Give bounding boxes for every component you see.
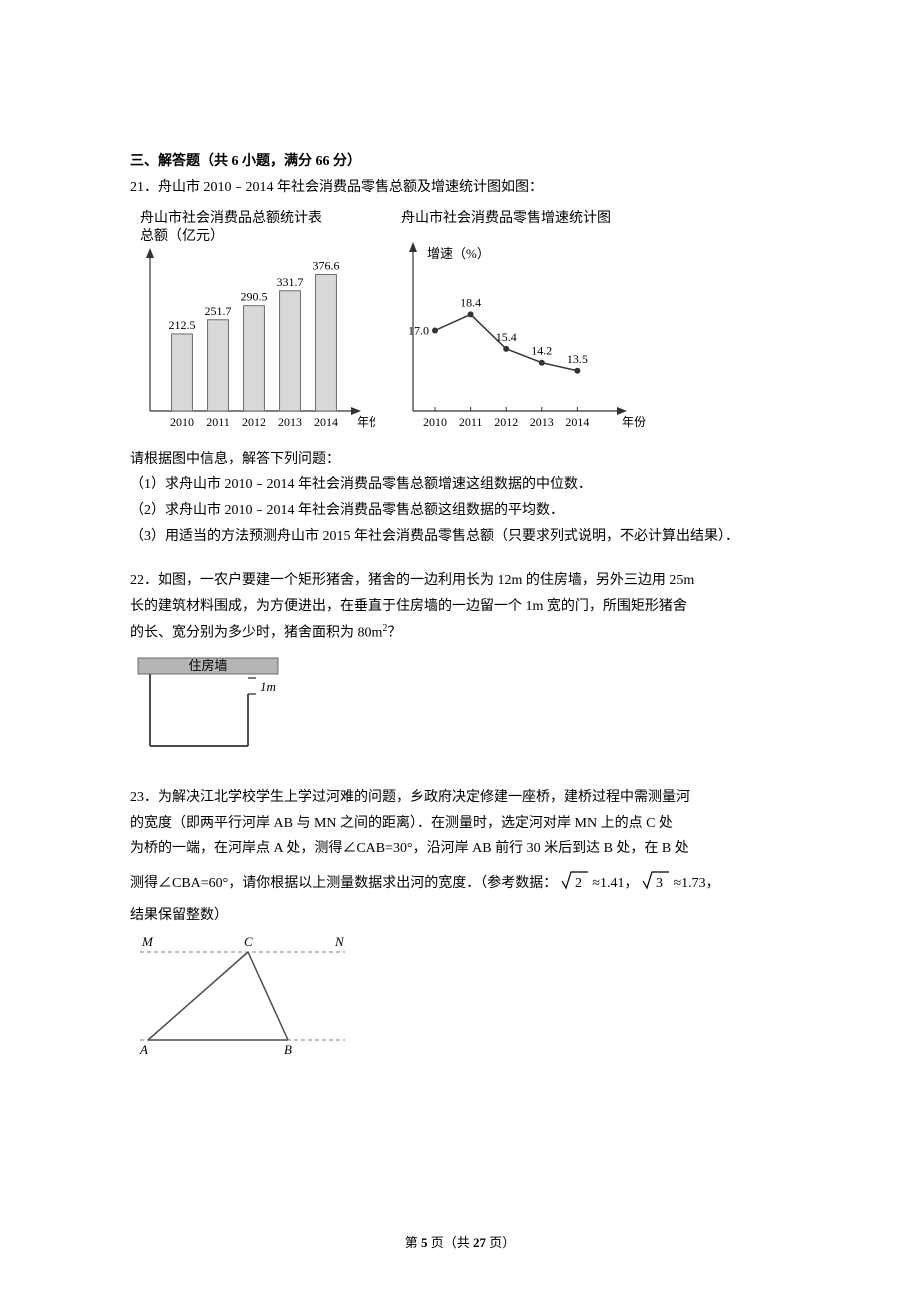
q23-approx2: ≈1.41， <box>592 876 638 891</box>
q22-diagram: 住房墙 1m <box>130 648 330 768</box>
sqrt2-icon: 2 <box>561 869 589 891</box>
svg-text:2013: 2013 <box>530 415 554 429</box>
svg-text:15.4: 15.4 <box>496 329 517 343</box>
svg-text:B: B <box>284 1042 292 1057</box>
svg-text:2010: 2010 <box>423 415 447 429</box>
q21-sub1: （1）求舟山市 2010﹣2014 年社会消费品零售总额增速这组数据的中位数． <box>130 473 790 497</box>
footer-c: 页（共 <box>427 1235 473 1250</box>
svg-text:18.4: 18.4 <box>460 295 481 309</box>
q21-stem: 21．舟山市 2010﹣2014 年社会消费品零售总额及增速统计图如图： <box>130 176 790 200</box>
sqrt3-icon: 3 <box>642 869 670 891</box>
svg-text:2014: 2014 <box>565 415 589 429</box>
svg-text:17.0: 17.0 <box>408 323 429 337</box>
svg-text:13.5: 13.5 <box>567 351 588 365</box>
section-heading: 三、解答题（共 6 小题，满分 66 分） <box>130 150 790 174</box>
q22-line3-prefix: 的长、宽分别为多少时，猪舍面积为 80m <box>130 626 382 641</box>
svg-text:N: N <box>334 934 345 949</box>
svg-text:2010: 2010 <box>170 415 194 429</box>
svg-text:2011: 2011 <box>459 415 483 429</box>
q21-bar-chart: 舟山市社会消费品总额统计表总额（亿元） 212.5 2010 251.7 2011 290… <box>130 206 375 446</box>
svg-text:14.2: 14.2 <box>531 343 552 357</box>
svg-text:290.5: 290.5 <box>241 289 268 303</box>
svg-text:2: 2 <box>575 876 582 891</box>
footer-a: 第 <box>405 1235 421 1250</box>
q21-after-fig: 请根据图中信息，解答下列问题： <box>130 448 790 472</box>
q23-approx3: ≈1.73， <box>673 876 719 891</box>
q23-line1: 23．为解决江北学校学生上学过河难的问题，乡政府决定修建一座桥，建桥过程中需测量… <box>130 786 790 810</box>
page-footer: 第 5 页（共 27 页） <box>0 1232 920 1254</box>
svg-text:251.7: 251.7 <box>205 303 232 317</box>
q22-line3: 的长、宽分别为多少时，猪舍面积为 80m2？ <box>130 620 790 645</box>
svg-text:A: A <box>139 1042 148 1057</box>
svg-text:376.6: 376.6 <box>313 258 340 272</box>
q23-line5: 结果保留整数） <box>130 904 790 928</box>
q23-line2: 的宽度（即两平行河岸 AB 与 MN 之间的距离）．在测量时，选定河对岸 MN … <box>130 812 790 836</box>
svg-text:C: C <box>244 934 253 949</box>
q23-line3: 为桥的一端，在河岸点 A 处，测得∠CAB=30°，沿河岸 AB 前行 30 米… <box>130 837 790 861</box>
q22-line2: 长的建筑材料围成，为方便进出，在垂直于住房墙的一边留一个 1m 宽的门，所围矩形… <box>130 595 790 619</box>
svg-text:总额（亿元）: 总额（亿元） <box>140 228 224 244</box>
svg-text:2013: 2013 <box>278 415 302 429</box>
svg-text:舟山市社会消费品总额统计表: 舟山市社会消费品总额统计表 <box>140 209 322 226</box>
q22-line3-suffix: ？ <box>387 626 401 641</box>
svg-text:2014: 2014 <box>314 415 338 429</box>
svg-text:3: 3 <box>656 876 663 891</box>
q23-line4a: 测得∠CBA=60°，请你根据以上测量数据求出河的宽度．（参考数据： <box>130 876 557 891</box>
svg-text:M: M <box>141 934 154 949</box>
svg-text:增速（%）: 增速（%） <box>427 246 490 261</box>
q21-sub3: （3）用适当的方法预测舟山市 2015 年社会消费品零售总额（只要求列式说明，不… <box>130 525 790 549</box>
svg-text:1m: 1m <box>260 679 276 694</box>
svg-text:2012: 2012 <box>242 415 266 429</box>
q21-figure-row: 舟山市社会消费品总额统计表总额（亿元） 212.5 2010 251.7 2011 290… <box>130 206 790 446</box>
q22-line1: 22．如图，一农户要建一个矩形猪舍，猪舍的一边利用长为 12m 的住房墙，另外三… <box>130 569 790 593</box>
q23-line4: 测得∠CBA=60°，请你根据以上测量数据求出河的宽度．（参考数据： 2 ≈1.… <box>130 869 790 896</box>
footer-e: 页） <box>486 1235 515 1250</box>
svg-text:331.7: 331.7 <box>277 274 304 288</box>
svg-text:年份: 年份 <box>622 415 646 429</box>
svg-text:舟山市社会消费品零售增速统计图: 舟山市社会消费品零售增速统计图 <box>401 209 611 226</box>
svg-text:212.5: 212.5 <box>169 318 196 332</box>
svg-text:住房墙: 住房墙 <box>188 658 227 673</box>
svg-text:2011: 2011 <box>206 415 230 429</box>
q23-diagram: M C N A B <box>130 930 360 1060</box>
svg-text:年份: 年份 <box>357 415 375 429</box>
svg-text:2012: 2012 <box>494 415 518 429</box>
footer-d: 27 <box>473 1235 486 1250</box>
q21-sub2: （2）求舟山市 2010﹣2014 年社会消费品零售总额这组数据的平均数． <box>130 499 790 523</box>
q21-line-chart: 舟山市社会消费品零售增速统计图增速（%） 17.0 2010 18.4 2011 15.4… <box>381 206 656 446</box>
